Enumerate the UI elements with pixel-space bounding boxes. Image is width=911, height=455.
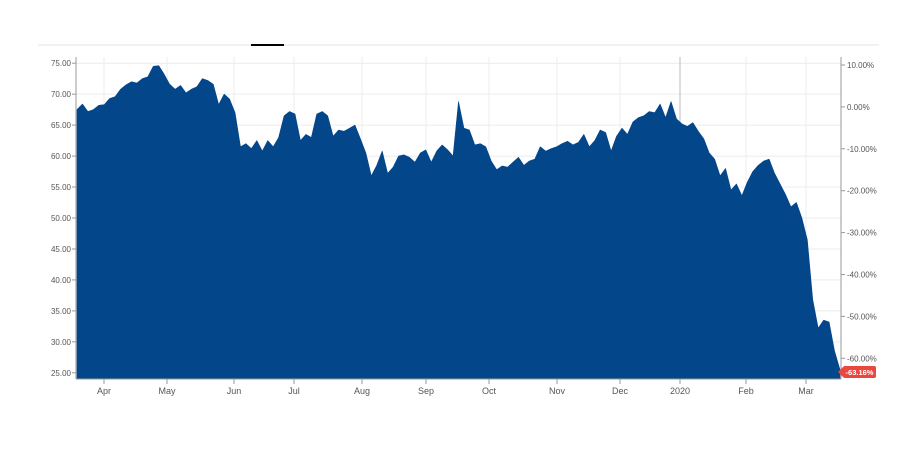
x-tick-label: Jul [288, 386, 300, 396]
left-tick-label: 45.00 [51, 245, 72, 254]
right-tick-label: -40.00% [847, 271, 877, 280]
left-tick-label: 75.00 [51, 59, 72, 68]
change-badge: -63.16% [838, 366, 876, 378]
right-tick-label: 0.00% [847, 103, 870, 112]
axes [72, 57, 845, 384]
tick-labels: 75.00 70.00 65.00 60.00 55.00 50.00 45.00 40.00… [51, 59, 877, 396]
x-tick-label: Dec [612, 386, 629, 396]
left-tick-label: 50.00 [51, 214, 72, 223]
right-tick-label: 10.00% [847, 61, 874, 70]
left-tick-label: 60.00 [51, 152, 72, 161]
right-tick-label: -60.00% [847, 354, 877, 363]
left-tick-label: 55.00 [51, 183, 72, 192]
x-tick-label: Apr [97, 386, 111, 396]
price-area-layer [76, 65, 841, 380]
left-tick-label: 30.00 [51, 338, 72, 347]
badge-label: -63.16% [846, 368, 874, 377]
x-tick-label: Sep [418, 386, 434, 396]
price-area [76, 65, 841, 380]
x-tick-label: Feb [738, 386, 754, 396]
x-tick-label: 2020 [670, 386, 690, 396]
left-tick-label: 40.00 [51, 276, 72, 285]
left-tick-label: 65.00 [51, 121, 72, 130]
x-tick-label: Nov [549, 386, 566, 396]
x-tick-label: Mar [798, 386, 814, 396]
right-tick-label: -20.00% [847, 187, 877, 196]
badge-pointer [838, 367, 843, 377]
badge-box [843, 366, 876, 378]
x-tick-label: Oct [482, 386, 497, 396]
x-tick-label: Jun [227, 386, 242, 396]
left-tick-label: 70.00 [51, 90, 72, 99]
right-tick-label: -30.00% [847, 229, 877, 238]
x-tick-label: Aug [354, 386, 370, 396]
right-tick-label: -10.00% [847, 145, 877, 154]
left-tick-label: 25.00 [51, 369, 72, 378]
x-tick-label: May [158, 386, 176, 396]
left-tick-label: 35.00 [51, 307, 72, 316]
right-tick-label: -50.00% [847, 312, 877, 321]
